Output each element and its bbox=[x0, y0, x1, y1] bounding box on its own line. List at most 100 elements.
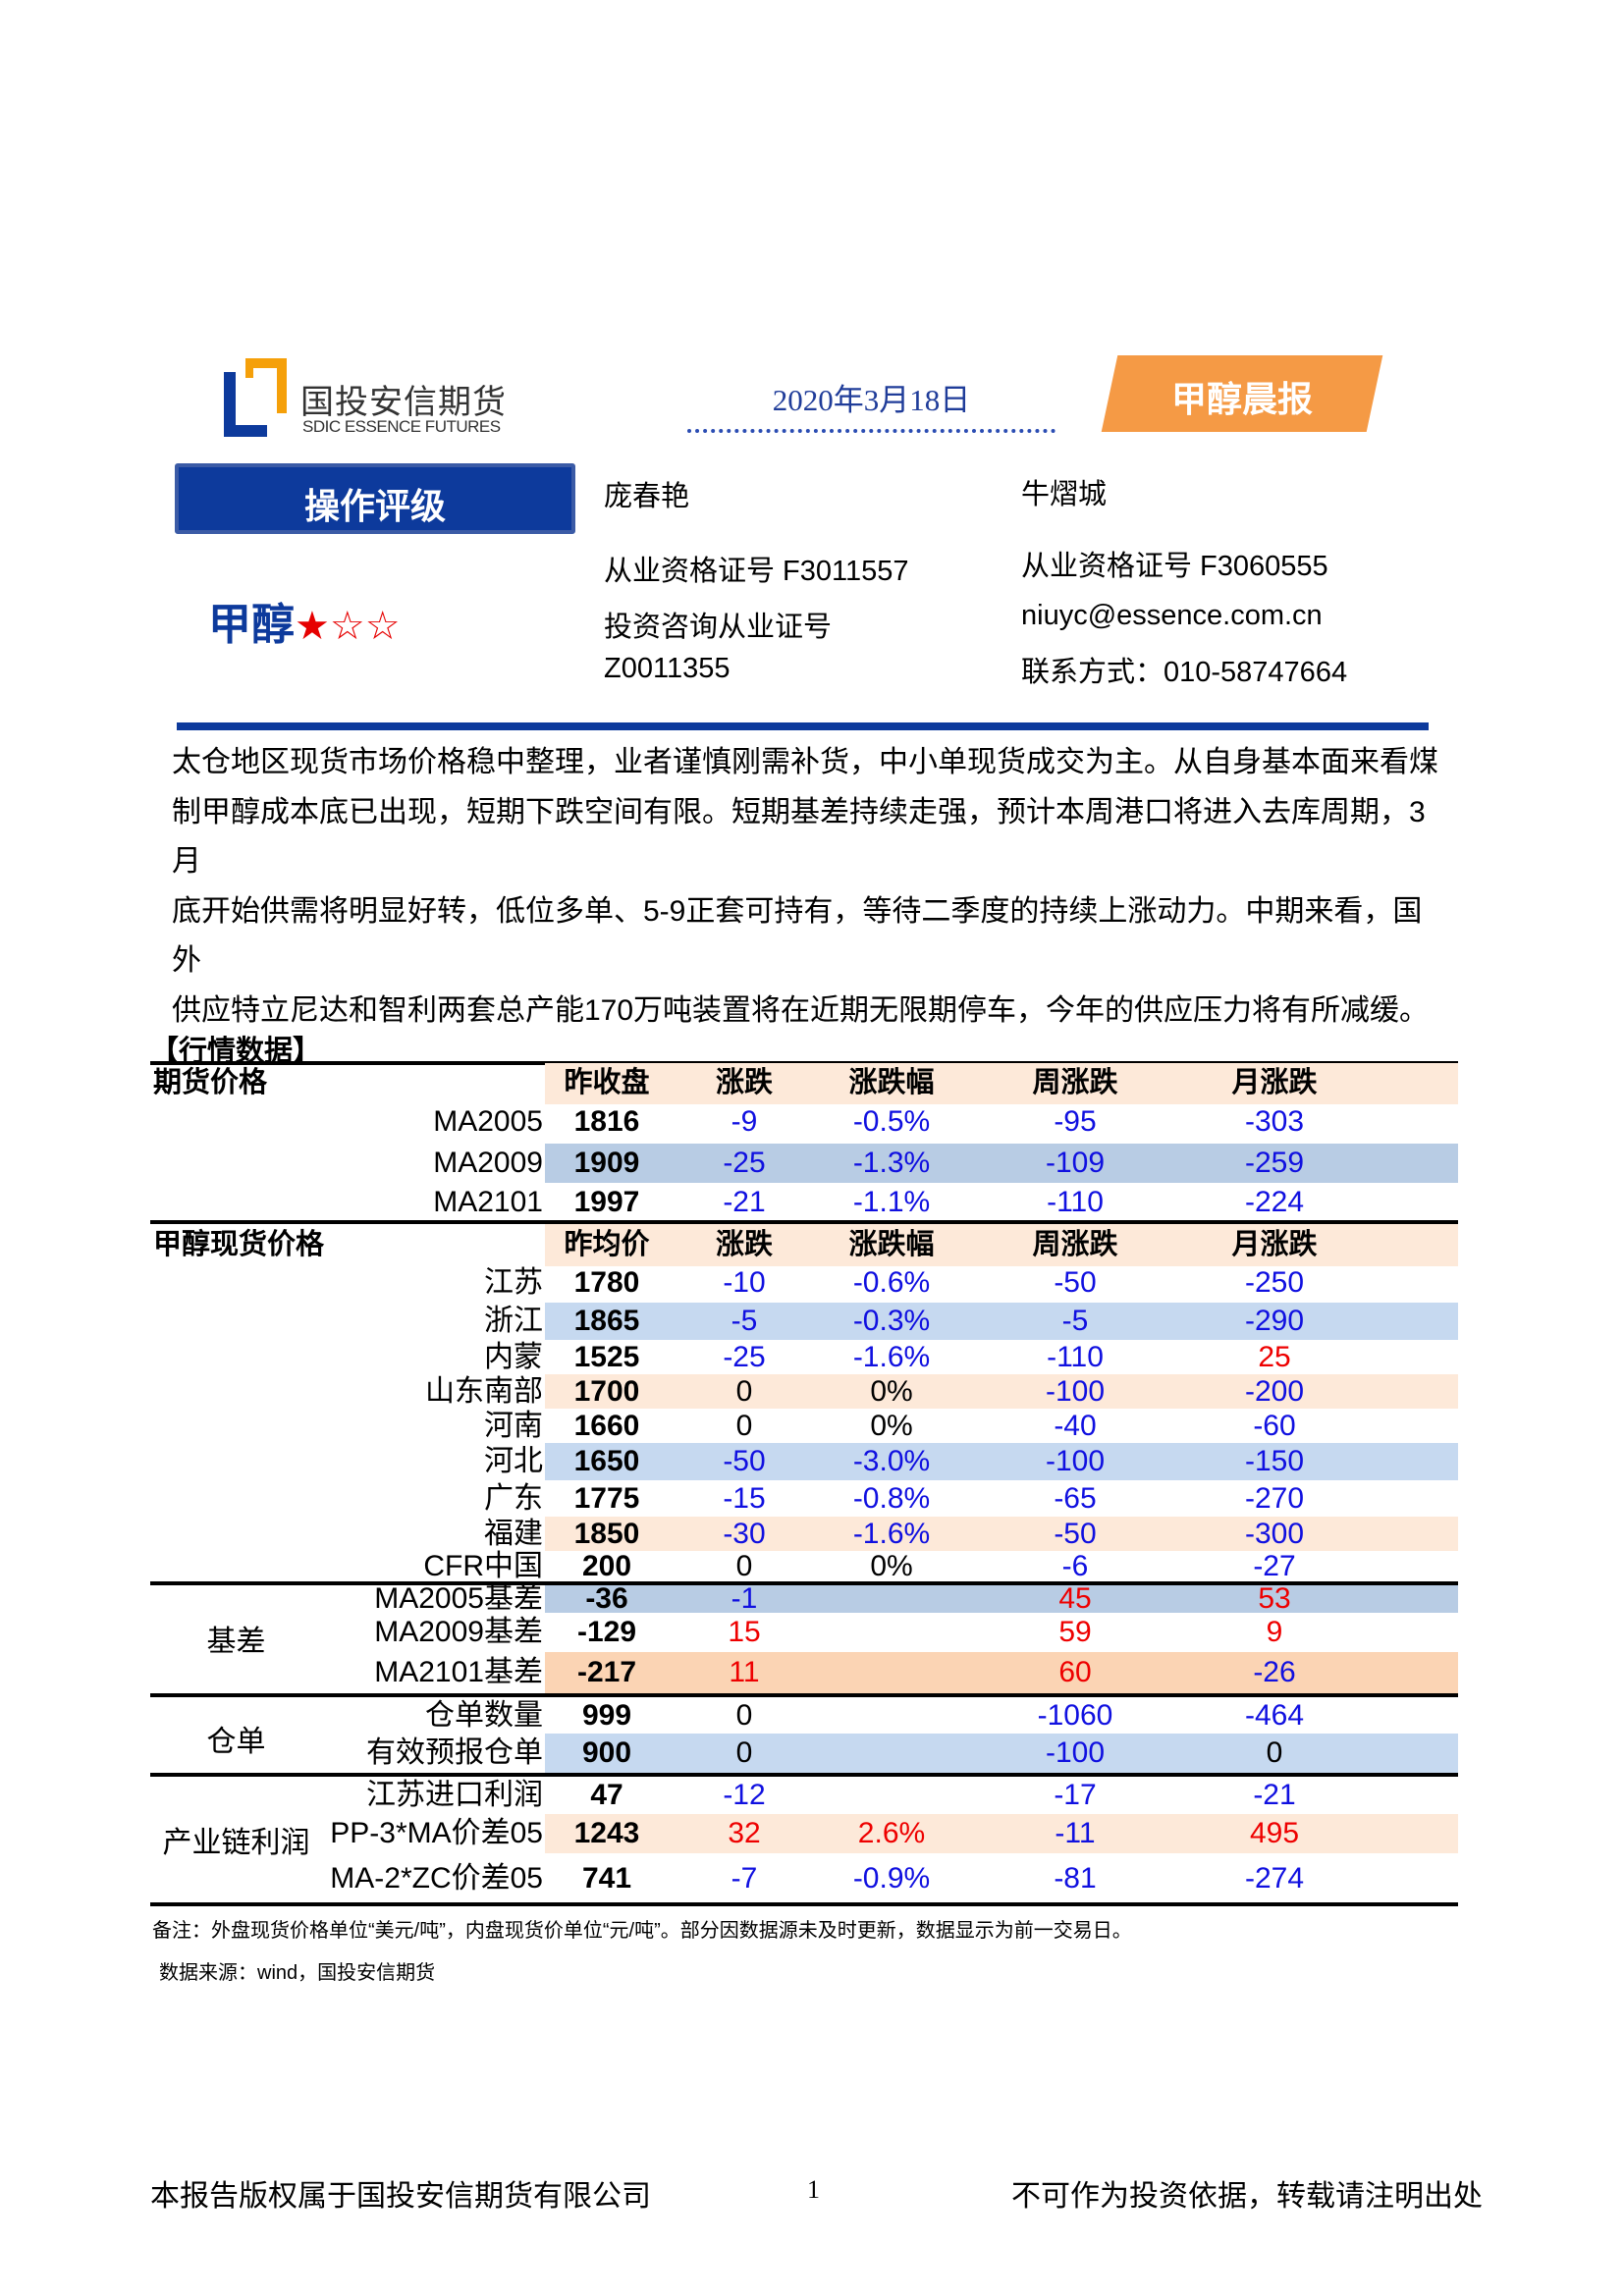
change-value: -1 bbox=[731, 1582, 758, 1615]
change-pct-value: 0% bbox=[870, 1409, 913, 1442]
close-value: 1816 bbox=[573, 1105, 640, 1138]
close-value: 1780 bbox=[573, 1266, 640, 1299]
week-change-value: -100 bbox=[1045, 1374, 1106, 1408]
month-change-value: -26 bbox=[1253, 1656, 1296, 1688]
row-label: 浙江 bbox=[484, 1305, 543, 1337]
table-row: 有效预报仓单 900 0 -100 0 bbox=[150, 1734, 1458, 1773]
week-change-value: -109 bbox=[1045, 1147, 1106, 1179]
change-pct-value: -0.6% bbox=[852, 1266, 931, 1299]
close-value: 1865 bbox=[573, 1305, 640, 1337]
table-row: 仓单数量 999 0 -1060 -464 bbox=[150, 1697, 1458, 1735]
column-header: 昨收盘 bbox=[564, 1067, 650, 1098]
week-change-value: -11 bbox=[1055, 1817, 1096, 1849]
month-change-value: -274 bbox=[1244, 1862, 1305, 1895]
row-label: 江苏进口利润 bbox=[366, 1779, 543, 1811]
star-filled-icon: ★ bbox=[295, 605, 330, 648]
row-label: 河南 bbox=[484, 1409, 543, 1442]
author-2-name: 牛熠城 bbox=[1021, 479, 1108, 510]
group-label: 基差 bbox=[206, 1626, 266, 1658]
month-change-value: -464 bbox=[1244, 1699, 1305, 1732]
close-value: 1909 bbox=[573, 1147, 640, 1179]
column-header: 涨跌幅 bbox=[848, 1228, 935, 1260]
date-underline bbox=[687, 429, 1056, 433]
row-label: MA2009 bbox=[433, 1147, 543, 1179]
change-pct-value: -1.6% bbox=[852, 1517, 931, 1550]
row-label: 山东南部 bbox=[425, 1374, 543, 1408]
row-label: MA2005基差 bbox=[374, 1582, 543, 1615]
close-value: 900 bbox=[581, 1736, 632, 1769]
table-row: 福建 1850 -30 -1.6% -50 -300 bbox=[150, 1517, 1458, 1551]
column-header: 涨跌 bbox=[715, 1067, 773, 1098]
table-row: MA2009 1909 -25 -1.3% -109 -259 bbox=[150, 1144, 1458, 1183]
week-change-value: -40 bbox=[1054, 1409, 1097, 1442]
column-header: 涨跌 bbox=[715, 1228, 773, 1260]
table-row: PP-3*MA价差05 1243 32 2.6% -11 495 bbox=[150, 1814, 1458, 1853]
close-value: 1775 bbox=[573, 1481, 640, 1515]
week-change-value: -50 bbox=[1054, 1517, 1097, 1550]
table-row: 江苏进口利润 47 -12 -17 -21 bbox=[150, 1777, 1458, 1814]
close-value: -129 bbox=[576, 1616, 637, 1648]
change-pct-value: -0.9% bbox=[852, 1862, 931, 1895]
close-value: 741 bbox=[581, 1862, 632, 1895]
row-band bbox=[545, 1585, 1458, 1613]
month-change-value: -303 bbox=[1244, 1105, 1305, 1138]
summary-line: 供应特立尼达和智利两套总产能170万吨装置将在近期无限期停车，今年的供应压力将有… bbox=[172, 993, 1430, 1027]
week-change-value: -95 bbox=[1054, 1105, 1097, 1138]
summary-line: 太仓地区现货市场价格稳中整理，业者谨慎刚需补货，中小单现货成交为主。从自身基本面… bbox=[172, 746, 1438, 778]
star-empty-icon: ☆ bbox=[364, 605, 401, 648]
page-number: 1 bbox=[807, 2175, 820, 2204]
row-label: MA2009基差 bbox=[374, 1616, 543, 1648]
change-value: -25 bbox=[723, 1340, 766, 1373]
table-row: 江苏 1780 -10 -0.6% -50 -250 bbox=[150, 1264, 1458, 1302]
month-change-value: 25 bbox=[1258, 1340, 1291, 1373]
section-title: 期货价格 bbox=[153, 1067, 268, 1098]
change-value: -15 bbox=[723, 1481, 766, 1515]
close-value: 1850 bbox=[573, 1517, 640, 1550]
week-change-value: -81 bbox=[1054, 1862, 1097, 1895]
row-label: PP-3*MA价差05 bbox=[330, 1817, 543, 1849]
row-label: CFR中国 bbox=[423, 1549, 543, 1582]
logo-text-en: SDIC ESSENCE FUTURES bbox=[302, 417, 501, 436]
close-value: 1243 bbox=[573, 1817, 640, 1849]
summary-line: 制甲醇成本底已出现，短期下跌空间有限。短期基差持续走强，预计本周港口将进入去库周… bbox=[172, 795, 1426, 879]
author-2-email[interactable]: niuyc@essence.com.cn bbox=[1021, 600, 1323, 631]
week-change-value: -1060 bbox=[1037, 1699, 1113, 1732]
table-rule bbox=[150, 1581, 1458, 1585]
row-band bbox=[545, 1144, 1458, 1183]
week-change-value: -110 bbox=[1047, 1340, 1104, 1373]
change-value: -12 bbox=[723, 1779, 766, 1811]
logo-text-cn: 国投安信期货 bbox=[300, 384, 507, 421]
close-value: 1525 bbox=[573, 1340, 640, 1373]
change-pct-value: -1.6% bbox=[852, 1340, 931, 1373]
table-row: 浙江 1865 -5 -0.3% -5 -290 bbox=[150, 1303, 1458, 1340]
week-change-value: 59 bbox=[1058, 1616, 1092, 1648]
column-header: 周涨跌 bbox=[1032, 1067, 1118, 1098]
month-change-value: -60 bbox=[1253, 1409, 1296, 1442]
row-band bbox=[545, 1734, 1458, 1773]
row-band bbox=[545, 1443, 1458, 1480]
close-value: -36 bbox=[585, 1582, 628, 1615]
table-row: 广东 1775 -15 -0.8% -65 -270 bbox=[150, 1480, 1458, 1517]
summary-paragraph: 太仓地区现货市场价格稳中整理，业者谨慎刚需补货，中小单现货成交为主。从自身基本面… bbox=[172, 738, 1438, 1036]
table-row: MA2009基差 -129 15 59 9 bbox=[150, 1613, 1458, 1652]
table-row: 内蒙 1525 -25 -1.6% -110 25 bbox=[150, 1340, 1458, 1374]
month-change-value: 0 bbox=[1266, 1736, 1283, 1769]
week-change-value: -100 bbox=[1045, 1445, 1106, 1477]
group-label: 产业链利润 bbox=[162, 1827, 310, 1859]
column-header: 昨均价 bbox=[564, 1228, 650, 1260]
month-change-value: -290 bbox=[1244, 1305, 1305, 1337]
author-1-consult-no: Z0011355 bbox=[604, 653, 731, 684]
close-value: 1700 bbox=[573, 1374, 640, 1408]
report-badge-title: 甲醇晨报 bbox=[1170, 379, 1313, 419]
change-value: 0 bbox=[735, 1699, 753, 1732]
month-change-value: -300 bbox=[1244, 1517, 1305, 1550]
row-label: 内蒙 bbox=[484, 1340, 543, 1373]
close-value: 200 bbox=[581, 1549, 632, 1582]
close-value: -217 bbox=[576, 1656, 637, 1688]
month-change-value: -250 bbox=[1244, 1266, 1305, 1299]
table-rule bbox=[150, 1693, 1458, 1697]
change-value: -7 bbox=[731, 1862, 758, 1895]
row-label: MA-2*ZC价差05 bbox=[330, 1862, 543, 1895]
row-label: 江苏 bbox=[484, 1266, 543, 1299]
change-value: 32 bbox=[728, 1817, 761, 1849]
